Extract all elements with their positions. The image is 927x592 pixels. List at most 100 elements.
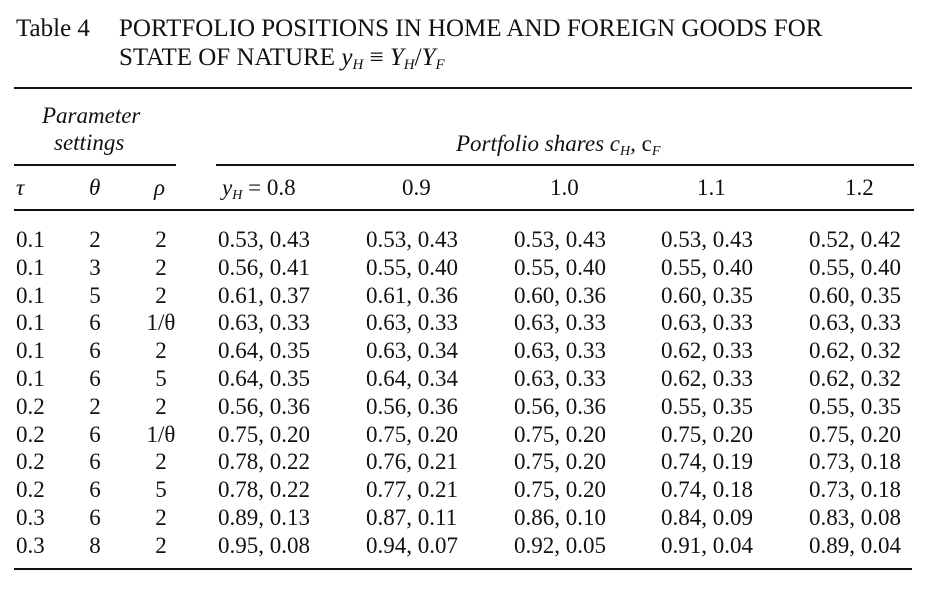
portfolio-share-cell: 0.83, 0.08 [809,504,901,530]
shares-c2: c [641,131,652,156]
rho-cell: 2 [155,393,167,419]
table-row: 0.1 6 5 0.64, 0.35 0.64, 0.34 0.63, 0.33 0.62,… [0,365,927,393]
table-row: 0.1 2 2 0.53, 0.43 0.53, 0.43 0.53, 0.43 0.53,… [0,226,927,254]
portfolio-share-cell: 0.95, 0.08 [218,532,310,558]
tau-cell: 0.1 [16,282,45,308]
rho-cell: 1/θ [146,310,176,336]
theta-cell: 2 [89,227,101,252]
shares-c1: c [609,131,620,156]
portfolio-share-cell: 0.78, 0.22 [218,477,310,503]
portfolio-share-cell: 0.75, 0.20 [514,421,606,447]
portfolio-share-cell: 0.62, 0.32 [809,338,901,364]
column-header-state-4: 1.2 [845,175,874,200]
portfolio-share-cell: 0.73, 0.18 [809,449,901,475]
tau-cell: 0.1 [16,365,45,391]
portfolio-share-cell: 0.55, 0.40 [514,254,606,280]
theta-cell: 6 [89,365,101,391]
tau-cell: 0.3 [16,532,45,558]
portfolio-share-cell: 0.61, 0.37 [218,282,310,308]
portfolio-share-cell: 0.53, 0.43 [514,227,606,252]
portfolio-share-cell: 0.56, 0.36 [514,393,606,419]
rho-cell: 2 [155,532,167,558]
shares-sep: , [630,131,642,156]
portfolio-share-cell: 0.73, 0.18 [809,477,901,503]
portfolio-share-cell: 0.63, 0.33 [218,310,310,336]
portfolio-shares-header: Portfolio shares cH, cF [456,130,660,165]
portfolio-share-cell: 0.56, 0.41 [218,254,310,280]
table-row: 0.3 6 2 0.89, 0.13 0.87, 0.11 0.86, 0.10 0.84,… [0,504,927,532]
theta-cell: 6 [89,310,101,336]
rho-cell: 2 [155,449,167,475]
portfolio-share-cell: 0.76, 0.21 [366,449,458,475]
column-header-rho: ρ [154,175,166,200]
header-rule [14,209,914,211]
rho-cell: 2 [155,338,167,364]
portfolio-share-cell: 0.62, 0.32 [809,365,901,391]
portfolio-share-cell: 0.74, 0.18 [661,477,753,503]
portfolio-share-cell: 0.75, 0.20 [366,421,458,447]
column-header-tau: τ [16,175,25,200]
theta-cell: 6 [89,504,101,530]
rho-cell: 5 [155,477,167,503]
table-row: 0.1 6 2 0.64, 0.35 0.63, 0.34 0.63, 0.33 0.62,… [0,337,927,365]
portfolio-share-cell: 0.63, 0.33 [514,310,606,336]
portfolio-share-cell: 0.78, 0.22 [218,449,310,475]
table-row: 0.2 6 1/θ 0.75, 0.20 0.75, 0.20 0.75, 0.20 0.7… [0,421,927,449]
portfolio-share-cell: 0.84, 0.09 [661,504,753,530]
portfolio-share-cell: 0.53, 0.43 [366,227,458,252]
tau-cell: 0.1 [16,338,45,364]
portfolio-share-cell: 0.75, 0.20 [514,477,606,503]
portfolio-share-cell: 0.63, 0.33 [514,365,606,391]
title-line-1: PORTFOLIO POSITIONS IN HOME AND FOREIGN … [119,15,823,42]
tau-cell: 0.3 [16,504,45,530]
rho-cell: 1/θ [146,421,176,447]
title-ratio-num: Y [389,44,404,71]
portfolio-share-cell: 0.56, 0.36 [218,393,310,419]
portfolio-share-cell: 0.63, 0.33 [366,310,458,336]
portfolio-share-cell: 0.62, 0.33 [661,338,753,364]
shares-c1-sub: H [620,144,631,159]
table-row: 0.2 6 2 0.78, 0.22 0.76, 0.21 0.75, 0.20 0.74,… [0,448,927,476]
portfolio-share-cell: 0.55, 0.40 [366,254,458,280]
table-row: 0.1 5 2 0.61, 0.37 0.61, 0.36 0.60, 0.36 0.60,… [0,282,927,310]
top-rule [14,87,912,89]
portfolio-share-cell: 0.77, 0.21 [366,477,458,503]
portfolio-share-cell: 0.60, 0.35 [661,282,753,308]
theta-cell: 6 [89,477,101,503]
column-header-state-2: 1.0 [550,175,579,200]
theta-cell: 2 [89,393,101,419]
portfolio-share-cell: 0.89, 0.04 [809,532,901,558]
title-symbol: y [341,44,353,71]
title-line-2-prefix: STATE OF NATURE [119,44,342,71]
column-header-state-3: 1.1 [697,175,726,200]
portfolio-share-cell: 0.63, 0.33 [661,310,753,336]
column-header-theta: θ [89,175,101,200]
tau-cell: 0.2 [16,449,45,475]
portfolio-share-cell: 0.60, 0.35 [809,282,901,308]
rho-cell: 2 [155,504,167,530]
theta-cell: 6 [89,338,101,364]
tau-cell: 0.2 [16,393,45,419]
portfolio-share-cell: 0.55, 0.35 [661,393,753,419]
parameter-settings-header: Parameter settings [42,102,140,156]
portfolio-share-cell: 0.53, 0.43 [218,227,310,252]
portfolio-share-cell: 0.75, 0.20 [514,449,606,475]
tau-cell: 0.1 [16,254,45,280]
rho-cell: 2 [155,227,167,252]
theta-cell: 8 [89,532,101,558]
portfolio-share-cell: 0.63, 0.34 [366,338,458,364]
title-ratio-den-sub: F [435,57,445,73]
column-header-state-0: yH = 0.8 [222,174,296,209]
table-row: 0.2 6 5 0.78, 0.22 0.77, 0.21 0.75, 0.20 0.74,… [0,476,927,504]
table-body: 0.1 2 2 0.53, 0.43 0.53, 0.43 0.53, 0.43 0.53,… [0,226,927,560]
table-row: 0.1 6 1/θ 0.63, 0.33 0.63, 0.33 0.63, 0.33 0.6… [0,309,927,337]
table-title: PORTFOLIO POSITIONS IN HOME AND FOREIGN … [119,14,919,80]
portfolio-share-cell: 0.55, 0.40 [809,254,901,280]
title-symbol-sub: H [352,57,364,73]
portfolio-share-cell: 0.64, 0.34 [366,365,458,391]
portfolio-share-cell: 0.62, 0.33 [661,365,753,391]
theta-cell: 5 [89,282,101,308]
portfolio-share-cell: 0.91, 0.04 [661,532,753,558]
parameter-header-line-1: Parameter [42,103,141,128]
state-symbol-sub: H [232,188,243,203]
